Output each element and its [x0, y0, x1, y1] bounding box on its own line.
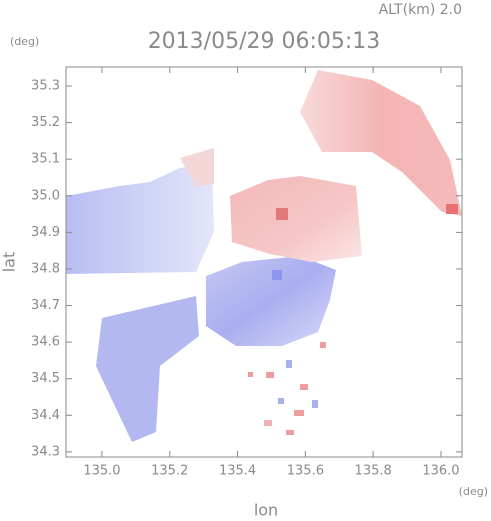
radar-field [66, 70, 462, 442]
echo-region [96, 296, 199, 442]
y-axis-label: lat [0, 252, 19, 273]
plot-frame [65, 66, 463, 458]
y-tick-label: 34.9 [31, 225, 60, 240]
y-tick-label: 35.1 [31, 152, 60, 167]
y-tick-label: 35.3 [31, 79, 60, 94]
echo-region [180, 148, 214, 186]
x-tick-label: 135.2 [151, 464, 188, 479]
x-tick-label: 135.8 [355, 464, 392, 479]
echo-region [230, 176, 362, 262]
echo-region [66, 163, 214, 274]
x-tick-label: 135.6 [287, 464, 324, 479]
y-tick-label: 34.6 [31, 335, 60, 350]
y-tick-label: 34.7 [31, 298, 60, 313]
x-axis-label: lon [254, 501, 278, 520]
x-tick-label: 136.0 [422, 464, 459, 479]
x-tick-label: 135.0 [83, 464, 120, 479]
echo-region [300, 70, 462, 216]
y-tick-label: 35.0 [31, 188, 60, 203]
altitude-label: ALT(km) 2.0 [379, 2, 462, 18]
y-tick-label: 34.3 [31, 444, 60, 459]
axes: 135.0 135.2 135.4 135.6 135.8 136.0 34.3 34.4 34… [31, 67, 462, 479]
chart-title: 2013/05/29 06:05:13 [148, 29, 381, 54]
y-tick-label: 35.2 [31, 115, 60, 130]
y-tick-label: 34.4 [31, 408, 60, 423]
y-unit: (deg) [10, 35, 39, 48]
y-tick-label: 34.8 [31, 261, 60, 276]
clutter [248, 204, 458, 435]
x-tick-label: 135.4 [219, 464, 256, 479]
y-tick-label: 34.5 [31, 371, 60, 386]
echo-region [206, 256, 336, 346]
x-unit: (deg) [459, 485, 488, 498]
